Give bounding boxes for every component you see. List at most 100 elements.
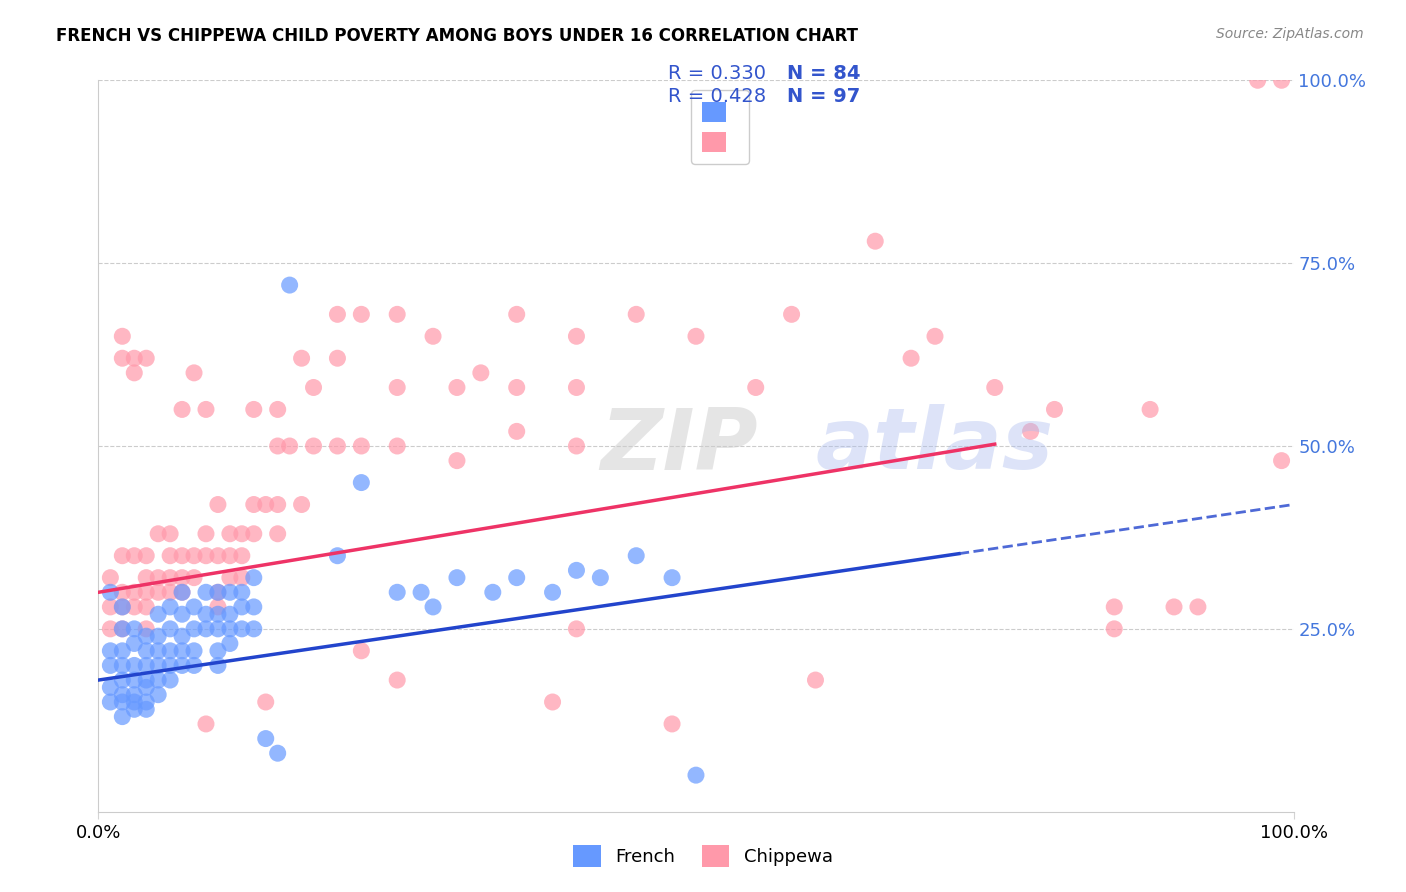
Point <box>254 695 277 709</box>
Point <box>124 599 146 614</box>
Text: N = 97: N = 97 <box>787 87 860 106</box>
Point <box>1163 599 1185 614</box>
Point <box>207 498 229 512</box>
Point <box>172 607 194 622</box>
Point <box>565 380 588 394</box>
Point <box>207 622 229 636</box>
Point <box>243 622 266 636</box>
Point <box>243 498 266 512</box>
Point <box>685 768 707 782</box>
Point <box>111 709 134 723</box>
Point <box>326 307 349 321</box>
Point <box>183 549 205 563</box>
Point <box>148 526 170 541</box>
Point <box>207 585 229 599</box>
Point <box>172 549 194 563</box>
Point <box>159 585 181 599</box>
Point <box>565 563 588 577</box>
Point <box>385 307 409 321</box>
Point <box>541 695 564 709</box>
Point <box>1187 599 1209 614</box>
Point <box>661 717 683 731</box>
Point <box>565 622 588 636</box>
Point <box>411 585 433 599</box>
Point <box>231 622 253 636</box>
Point <box>780 307 803 321</box>
Point <box>302 439 325 453</box>
Point <box>148 607 170 622</box>
Point <box>219 636 242 650</box>
Point <box>135 571 157 585</box>
Point <box>350 475 373 490</box>
Point <box>1271 73 1294 87</box>
Point <box>98 599 122 614</box>
Point <box>565 329 588 343</box>
Point <box>172 644 194 658</box>
Point <box>1104 599 1126 614</box>
Legend: French, Chippewa: French, Chippewa <box>567 838 839 874</box>
Point <box>385 585 409 599</box>
Point <box>267 402 290 417</box>
Point <box>172 629 194 643</box>
Point <box>219 571 242 585</box>
Point <box>148 658 170 673</box>
Point <box>135 658 157 673</box>
Point <box>446 453 468 467</box>
Point <box>135 629 157 643</box>
Point <box>350 644 373 658</box>
Point <box>124 658 146 673</box>
Point <box>135 644 157 658</box>
Point <box>1271 453 1294 467</box>
Point <box>124 366 146 380</box>
Point <box>207 658 229 673</box>
Point <box>159 658 181 673</box>
Point <box>219 607 242 622</box>
Point <box>124 351 146 366</box>
Point <box>135 549 157 563</box>
Point <box>98 658 122 673</box>
Point <box>111 351 134 366</box>
Point <box>267 439 290 453</box>
Point <box>183 599 205 614</box>
Point <box>422 599 444 614</box>
Point <box>267 498 290 512</box>
Point <box>267 746 290 760</box>
Point <box>326 439 349 453</box>
Point <box>326 549 349 563</box>
Text: atlas: atlas <box>815 404 1053 488</box>
Point <box>207 644 229 658</box>
Text: R = 0.330: R = 0.330 <box>668 63 766 83</box>
Point <box>195 526 218 541</box>
Point <box>159 673 181 687</box>
Point <box>111 658 134 673</box>
Point <box>291 351 314 366</box>
Point <box>1019 425 1042 439</box>
Point <box>172 585 194 599</box>
Point <box>148 629 170 643</box>
Point <box>159 644 181 658</box>
Point <box>148 644 170 658</box>
Point <box>207 607 229 622</box>
Point <box>98 695 122 709</box>
Point <box>685 329 707 343</box>
Point <box>111 673 134 687</box>
Point <box>385 673 409 687</box>
Point <box>984 380 1007 394</box>
Point <box>661 571 683 585</box>
Point <box>98 622 122 636</box>
Point <box>135 702 157 716</box>
Point <box>135 599 157 614</box>
Point <box>924 329 946 343</box>
Point <box>148 688 170 702</box>
Point <box>446 380 468 394</box>
Point <box>111 599 134 614</box>
Point <box>124 585 146 599</box>
Point <box>422 329 444 343</box>
Point <box>195 607 218 622</box>
Point <box>172 585 194 599</box>
Text: FRENCH VS CHIPPEWA CHILD POVERTY AMONG BOYS UNDER 16 CORRELATION CHART: FRENCH VS CHIPPEWA CHILD POVERTY AMONG B… <box>56 27 858 45</box>
Point <box>124 549 146 563</box>
Point <box>135 585 157 599</box>
Legend: , : , <box>690 90 749 164</box>
Point <box>183 658 205 673</box>
